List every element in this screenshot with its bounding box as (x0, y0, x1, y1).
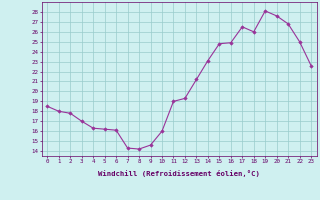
X-axis label: Windchill (Refroidissement éolien,°C): Windchill (Refroidissement éolien,°C) (98, 170, 260, 177)
